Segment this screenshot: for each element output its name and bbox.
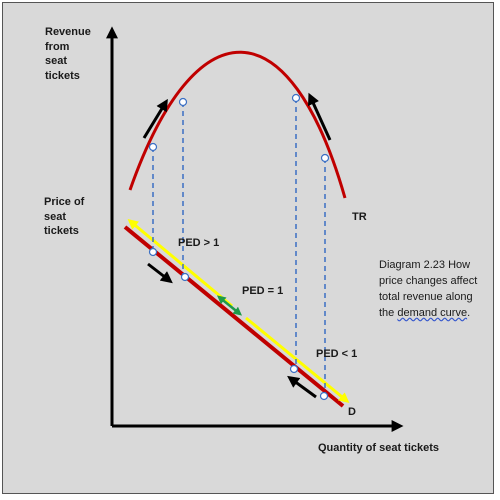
demand-curve-label: D <box>348 406 356 418</box>
ped-inelastic-label: PED < 1 <box>316 348 358 360</box>
ped-elastic-label: PED > 1 <box>178 237 220 249</box>
demand-point-2 <box>180 272 190 282</box>
demand-curve <box>123 225 345 408</box>
demand-point-1 <box>148 247 158 257</box>
price-axis-label: Price of seat tickets <box>44 196 85 237</box>
tr-point-2 <box>178 97 188 107</box>
unit-elastic-arrow <box>216 295 243 316</box>
points <box>148 93 330 401</box>
tr-point-3 <box>291 93 301 103</box>
caption-text: Diagram 2.23 How price changes affect to… <box>379 259 478 319</box>
movement-arrows <box>142 92 332 399</box>
ped-unit-label: PED = 1 <box>242 285 284 297</box>
price-rise-arrow <box>287 375 317 399</box>
tr-curve-label: TR <box>352 211 367 223</box>
tr-rise-arrow-right <box>308 92 332 141</box>
tr-point-1 <box>148 142 158 152</box>
axes <box>106 26 404 432</box>
demand-point-3 <box>289 364 299 374</box>
tr-rise-arrow-left <box>142 98 168 139</box>
quantity-axis-label: Quantity of seat tickets <box>318 442 440 454</box>
tr-point-4 <box>320 153 330 163</box>
diagram-caption: Diagram 2.23 How price changes affect to… <box>379 257 487 321</box>
demand-point-4 <box>319 391 329 401</box>
guide-lines <box>152 98 326 396</box>
elastic-highlight <box>127 218 233 308</box>
revenue-axis-label: Revenue from seat tickets <box>45 26 91 82</box>
caption-period: . <box>467 307 471 319</box>
tr-curve <box>128 50 347 199</box>
price-fall-arrow <box>147 262 173 284</box>
caption-demand-curve: demand curve <box>397 307 468 319</box>
diagram-frame <box>2 2 494 494</box>
